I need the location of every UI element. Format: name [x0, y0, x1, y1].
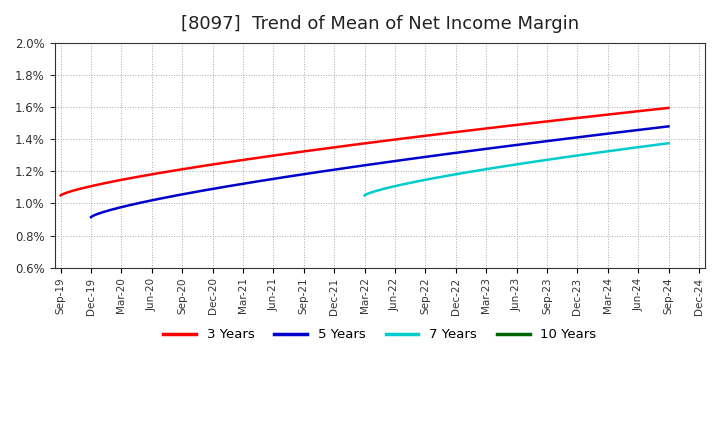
Legend: 3 Years, 5 Years, 7 Years, 10 Years: 3 Years, 5 Years, 7 Years, 10 Years	[158, 323, 601, 346]
Title: [8097]  Trend of Mean of Net Income Margin: [8097] Trend of Mean of Net Income Margi…	[181, 15, 579, 33]
